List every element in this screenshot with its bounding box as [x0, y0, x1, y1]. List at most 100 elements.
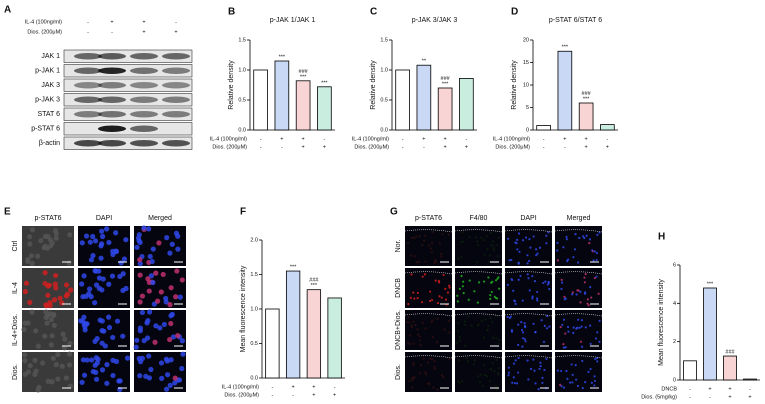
cell	[32, 357, 38, 363]
cell	[426, 361, 430, 364]
significance-mark: ***	[707, 281, 714, 287]
cell	[544, 280, 547, 283]
condition-sign: -	[606, 136, 608, 142]
cell	[560, 369, 563, 373]
cell	[167, 382, 173, 388]
row-label: IL-4	[12, 282, 19, 294]
cell	[175, 246, 181, 252]
cell	[82, 327, 88, 333]
cell	[169, 311, 175, 318]
cell	[572, 331, 575, 335]
cell	[412, 342, 415, 345]
cell	[110, 334, 116, 341]
condition-sign: +	[465, 144, 468, 150]
cell	[92, 238, 99, 244]
cell	[179, 277, 185, 283]
significance-mark: ###	[441, 76, 451, 82]
significance-mark: ***	[300, 74, 307, 80]
cell	[556, 259, 560, 262]
condition-label: IL-4 (100ng/ml)	[352, 136, 389, 142]
significance-mark: ***	[311, 283, 318, 289]
cell	[48, 342, 54, 348]
cell	[27, 363, 33, 369]
significance-mark: ***	[279, 54, 286, 60]
cell	[510, 330, 514, 333]
blot-band	[162, 96, 190, 103]
cell	[531, 295, 534, 298]
y-tick-label: 6	[673, 262, 676, 268]
column-header: DAPI	[96, 215, 112, 222]
condition-sign: -	[323, 136, 325, 142]
cell	[27, 299, 33, 305]
cell	[23, 280, 30, 286]
cell	[447, 319, 450, 323]
cell	[470, 324, 473, 327]
y-tick-label: 0.0	[380, 127, 388, 133]
cell	[96, 275, 103, 281]
cell	[425, 373, 428, 376]
cell	[49, 379, 55, 385]
blot-strip	[63, 78, 193, 92]
condition-sign: +	[292, 384, 295, 390]
cell	[145, 276, 151, 282]
cell	[415, 235, 418, 238]
cell	[139, 309, 146, 316]
cell	[510, 278, 514, 282]
panel-letter: E	[4, 207, 11, 218]
condition-sign: -	[465, 136, 467, 142]
cell	[464, 323, 467, 326]
cell	[172, 380, 178, 386]
cell	[562, 346, 566, 349]
cell	[492, 247, 495, 250]
cell	[566, 325, 570, 329]
cell	[163, 295, 169, 302]
bar	[437, 87, 453, 131]
bar	[265, 308, 280, 379]
cell	[136, 232, 142, 238]
micrograph	[455, 310, 502, 350]
cell	[483, 364, 486, 367]
cell	[163, 386, 170, 392]
panel-letter: C	[370, 7, 377, 18]
cell	[79, 379, 85, 385]
y-axis-label: Mean fluorescence intensity	[658, 279, 665, 366]
cell	[137, 299, 143, 305]
cell	[520, 328, 524, 332]
cell	[114, 318, 121, 324]
cell	[524, 236, 528, 239]
cell	[458, 381, 461, 384]
cell	[408, 321, 411, 324]
cell	[545, 327, 549, 330]
cell	[153, 270, 159, 276]
condition-label: IL-4 (100ng/ml)	[25, 19, 62, 25]
cell	[412, 363, 415, 366]
cell	[440, 253, 443, 256]
bar	[327, 297, 342, 379]
cell	[412, 361, 415, 364]
bar	[578, 102, 594, 131]
y-axis-label: Relative density	[370, 60, 377, 110]
cell	[507, 366, 510, 369]
cell	[491, 362, 494, 365]
cell	[536, 290, 539, 294]
cell	[483, 253, 486, 256]
cell	[486, 328, 489, 332]
chart-title: p-JAK 3/JAK 3	[412, 17, 458, 24]
cell	[27, 241, 33, 247]
cell	[158, 360, 165, 366]
blot-band	[162, 67, 190, 74]
cell	[431, 336, 435, 339]
condition-sign: +	[323, 144, 326, 150]
cell	[516, 248, 519, 251]
cell	[441, 233, 444, 236]
condition-sign: +	[174, 29, 177, 35]
cell	[168, 285, 174, 291]
cell	[468, 235, 471, 239]
condition-sign: +	[312, 392, 315, 398]
cell	[410, 273, 413, 276]
cell	[460, 255, 463, 259]
cell	[25, 258, 31, 264]
cell	[419, 372, 422, 375]
condition-sign: +	[563, 136, 566, 142]
cell	[581, 359, 584, 363]
